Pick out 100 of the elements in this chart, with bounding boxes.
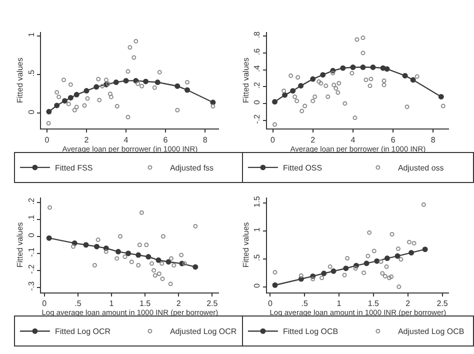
- point: [168, 282, 173, 286]
- point: [302, 104, 308, 108]
- point: [104, 78, 108, 82]
- point: [402, 72, 408, 78]
- point: [126, 250, 132, 256]
- point: [152, 85, 157, 90]
- point: [74, 104, 79, 110]
- point: [438, 94, 444, 100]
- point: [68, 82, 73, 87]
- y-axis-title: Fitted values: [241, 222, 250, 268]
- point: [134, 38, 138, 44]
- point: [154, 80, 160, 86]
- point: [126, 69, 130, 74]
- point: [185, 80, 190, 85]
- point: [398, 257, 404, 262]
- point: [129, 260, 134, 264]
- point: [46, 108, 52, 114]
- point: [62, 78, 66, 82]
- x-tick-label: 8: [202, 135, 208, 144]
- point: [384, 256, 390, 262]
- point: [328, 264, 332, 269]
- point: [368, 84, 372, 88]
- x-tick-label: 0: [44, 135, 50, 144]
- point: [71, 244, 76, 249]
- x-tick-label: 0: [270, 135, 276, 144]
- point: [345, 256, 350, 261]
- point: [174, 83, 180, 89]
- point: [298, 273, 304, 278]
- y-tick-label: 0: [252, 99, 262, 104]
- point: [353, 266, 358, 271]
- point: [382, 82, 386, 88]
- point: [152, 273, 158, 278]
- point: [384, 264, 389, 269]
- point: [152, 268, 156, 273]
- x-tick-label: 2: [310, 135, 316, 144]
- point: [160, 276, 165, 282]
- legend-label: Fitted Log OCR: [54, 327, 111, 336]
- point: [72, 240, 78, 246]
- point: [72, 108, 77, 112]
- point: [310, 276, 316, 282]
- legend-label: Adjusted oss: [398, 164, 444, 173]
- point: [118, 234, 122, 239]
- legend-label: Fitted FSS: [54, 164, 93, 173]
- point: [46, 235, 52, 241]
- y-tick-label: -.1: [26, 246, 36, 257]
- legend-label: Adjusted Log OCR: [170, 327, 237, 336]
- point: [140, 84, 144, 88]
- x-tick-label: 2: [176, 299, 182, 308]
- point: [372, 248, 376, 254]
- point: [68, 94, 74, 100]
- point: [166, 259, 172, 265]
- point: [168, 256, 174, 261]
- point: [440, 104, 446, 108]
- y-tick-label: 1: [252, 226, 262, 232]
- point: [66, 102, 71, 106]
- point: [100, 84, 105, 88]
- point: [324, 84, 328, 88]
- point: [316, 79, 322, 84]
- point: [342, 101, 348, 106]
- point: [414, 74, 420, 79]
- x-tick-label: 0: [42, 299, 48, 308]
- point: [97, 98, 102, 102]
- point: [364, 78, 368, 82]
- x-tick-label: .5: [301, 299, 309, 308]
- x-tick-label: 2: [406, 299, 411, 308]
- point: [96, 76, 101, 82]
- y-tick-label: 1.5: [252, 196, 262, 208]
- x-tick-label: 6: [390, 135, 396, 144]
- point: [136, 263, 141, 268]
- point: [146, 254, 152, 260]
- point: [326, 94, 330, 99]
- point: [387, 276, 392, 280]
- point: [84, 88, 90, 94]
- point: [115, 248, 121, 254]
- point: [156, 257, 162, 263]
- point: [354, 37, 360, 42]
- point: [179, 252, 184, 258]
- point: [114, 256, 120, 261]
- point: [123, 78, 129, 84]
- point: [336, 90, 340, 95]
- point: [298, 83, 304, 89]
- legend-label: Adjusted Log OCB: [398, 327, 464, 336]
- y-tick-label: 0: [252, 282, 262, 288]
- point: [294, 98, 300, 104]
- point: [94, 84, 100, 90]
- point: [114, 104, 120, 109]
- y-tick-label: .6: [252, 48, 262, 56]
- point: [282, 92, 288, 98]
- y-axis-title: Fitted values: [241, 58, 250, 103]
- point: [160, 261, 164, 266]
- point: [136, 82, 140, 86]
- point: [362, 270, 366, 276]
- point: [394, 253, 400, 259]
- point: [404, 104, 410, 110]
- point: [310, 76, 316, 82]
- point: [374, 258, 380, 264]
- point: [82, 103, 87, 108]
- point: [320, 72, 326, 78]
- point: [143, 78, 149, 84]
- point: [92, 263, 97, 268]
